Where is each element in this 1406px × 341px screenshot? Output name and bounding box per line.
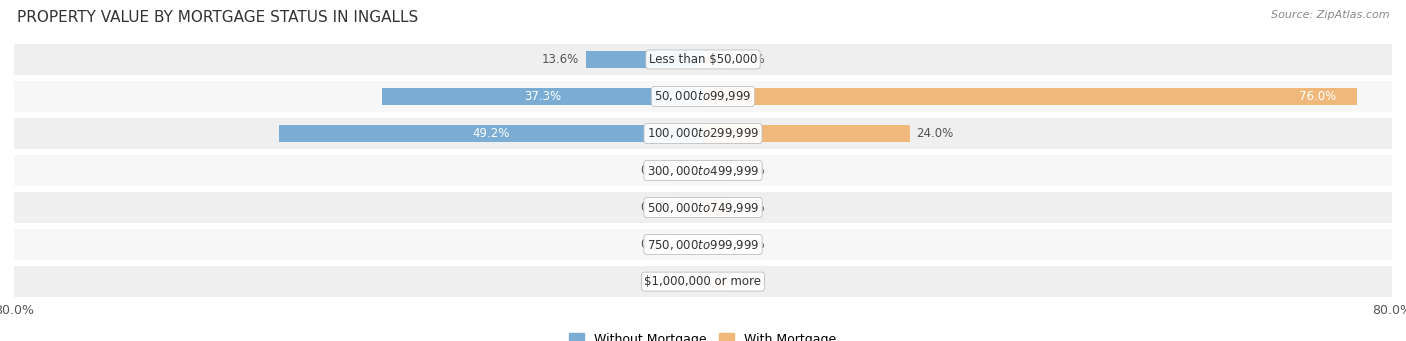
Text: Less than $50,000: Less than $50,000 [648, 53, 758, 66]
Bar [14, 155, 1392, 186]
Text: 0.0%: 0.0% [735, 275, 765, 288]
Text: 37.3%: 37.3% [524, 90, 561, 103]
Bar [14, 192, 1392, 223]
Bar [14, 118, 1392, 149]
Text: 0.0%: 0.0% [641, 238, 671, 251]
Bar [14, 81, 1392, 112]
Bar [280, 125, 703, 142]
Bar [703, 51, 728, 68]
Text: 13.6%: 13.6% [541, 53, 579, 66]
Text: 24.0%: 24.0% [917, 127, 953, 140]
Text: Source: ZipAtlas.com: Source: ZipAtlas.com [1271, 10, 1389, 20]
Text: 0.0%: 0.0% [641, 275, 671, 288]
Bar [678, 162, 703, 179]
Text: 0.0%: 0.0% [735, 238, 765, 251]
Bar [678, 199, 703, 216]
Bar [703, 88, 1358, 105]
Bar [703, 273, 728, 290]
Bar [703, 236, 728, 253]
Text: $100,000 to $299,999: $100,000 to $299,999 [647, 127, 759, 140]
Text: $50,000 to $99,999: $50,000 to $99,999 [654, 89, 752, 103]
Bar [703, 199, 728, 216]
Text: $1,000,000 or more: $1,000,000 or more [644, 275, 762, 288]
Bar [678, 236, 703, 253]
Bar [678, 273, 703, 290]
Text: 0.0%: 0.0% [641, 201, 671, 214]
Bar [14, 44, 1392, 75]
Bar [703, 162, 728, 179]
Text: $750,000 to $999,999: $750,000 to $999,999 [647, 238, 759, 252]
Text: PROPERTY VALUE BY MORTGAGE STATUS IN INGALLS: PROPERTY VALUE BY MORTGAGE STATUS IN ING… [17, 10, 418, 25]
Bar [14, 266, 1392, 297]
Text: 49.2%: 49.2% [472, 127, 510, 140]
Text: 0.0%: 0.0% [641, 164, 671, 177]
Text: 0.0%: 0.0% [735, 164, 765, 177]
Legend: Without Mortgage, With Mortgage: Without Mortgage, With Mortgage [564, 328, 842, 341]
Text: $300,000 to $499,999: $300,000 to $499,999 [647, 163, 759, 178]
Bar [382, 88, 703, 105]
Bar [586, 51, 703, 68]
Bar [14, 229, 1392, 260]
Text: 76.0%: 76.0% [1299, 90, 1336, 103]
Text: $500,000 to $749,999: $500,000 to $749,999 [647, 201, 759, 214]
Text: 0.0%: 0.0% [735, 201, 765, 214]
Text: 0.0%: 0.0% [735, 53, 765, 66]
Bar [703, 125, 910, 142]
